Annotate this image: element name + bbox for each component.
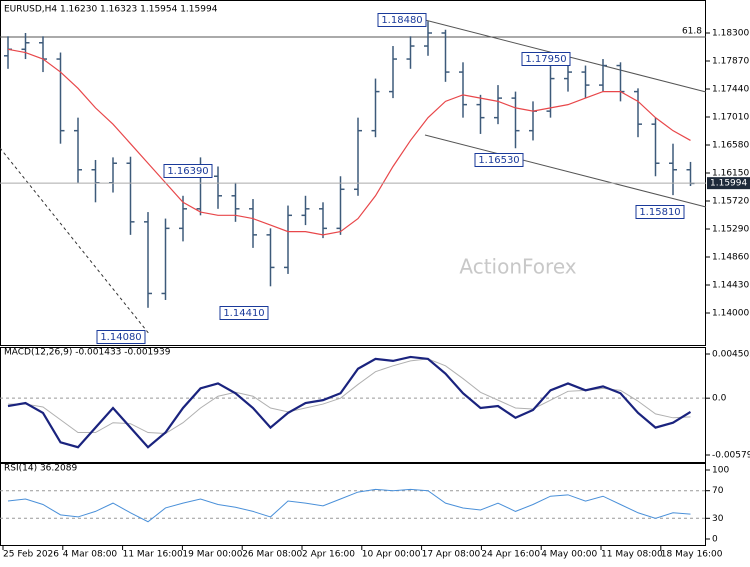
annotation-box	[635, 205, 685, 219]
y-tick-label: 0.0	[712, 394, 727, 404]
time-label: 4 Mar 08:00	[63, 550, 118, 560]
y-tick-label: 1.17870	[712, 57, 749, 67]
y-tick-label: 0.004502	[712, 350, 750, 360]
last-price-box	[707, 177, 750, 190]
time-label: 25 Feb 2026	[3, 550, 59, 560]
y-tick-label: 1.14430	[712, 281, 749, 291]
rsi-panel	[0, 463, 706, 546]
annotation: 1.17950	[525, 54, 566, 65]
annotation: 1.16390	[167, 166, 208, 177]
series-line	[7, 48, 691, 236]
price-panel	[0, 0, 706, 346]
y-tick-label: 1.17010	[712, 113, 749, 123]
fib-label: 61.8	[682, 27, 702, 37]
y-tick-label: 1.15290	[712, 225, 749, 235]
y-tick-label: 1.14860	[712, 253, 749, 263]
trend-line	[0, 147, 151, 336]
annotation-box	[474, 153, 524, 167]
annotation-box	[96, 330, 146, 344]
annotation: 1.14410	[223, 308, 264, 319]
annotation-box	[521, 52, 571, 66]
time-label: 19 Mar 00:00	[182, 550, 242, 560]
time-label: 2 Apr 16:00	[302, 550, 355, 560]
y-tick-label: 30	[712, 514, 724, 524]
y-tick-label: 70	[712, 486, 724, 496]
channel-bottom	[424, 134, 707, 208]
time-label: 11 Mar 16:00	[123, 550, 183, 560]
time-label: 26 Mar 08:00	[242, 550, 302, 560]
annotation-box	[377, 13, 427, 27]
time-label: 11 May 08:00	[601, 550, 663, 560]
y-tick-label: 1.18300	[712, 29, 749, 39]
last-price-label: 1.15994	[710, 179, 747, 189]
panel-title: MACD(12,26,9) -0.001433 -0.001939	[4, 348, 171, 358]
y-tick-label: 1.14000	[712, 309, 749, 319]
series-line	[8, 358, 691, 435]
time-label: 4 May 00:00	[541, 550, 597, 560]
y-tick-label: 1.17440	[712, 85, 749, 95]
panel-title: RSI(14) 36.2089	[4, 464, 77, 474]
annotation-box	[163, 164, 213, 178]
time-label: 18 May 16:00	[661, 550, 723, 560]
y-tick-label: 1.16580	[712, 141, 749, 151]
series-line	[7, 355, 692, 449]
chart-title: EURUSD,H4 1.16230 1.16323 1.15954 1.1599…	[4, 5, 218, 15]
y-tick-label: 1.16150	[712, 169, 749, 179]
y-tick-label: 0	[712, 535, 718, 545]
series-line	[7, 488, 691, 523]
annotation: 1.16530	[478, 155, 519, 166]
annotation: 1.14080	[100, 332, 141, 343]
annotation: 1.15810	[639, 207, 680, 218]
macd-panel	[0, 347, 706, 463]
watermark: ActionForex	[459, 255, 576, 279]
annotation-box	[219, 306, 269, 320]
annotation: 1.18480	[381, 15, 422, 26]
time-label: 24 Apr 16:00	[481, 550, 540, 560]
y-tick-label: 100	[712, 466, 729, 476]
y-tick-label: 1.15720	[712, 197, 749, 207]
time-label: 10 Apr 00:00	[362, 550, 421, 560]
time-label: 17 Apr 08:00	[422, 550, 481, 560]
y-tick-label: -0.005791	[712, 451, 750, 461]
